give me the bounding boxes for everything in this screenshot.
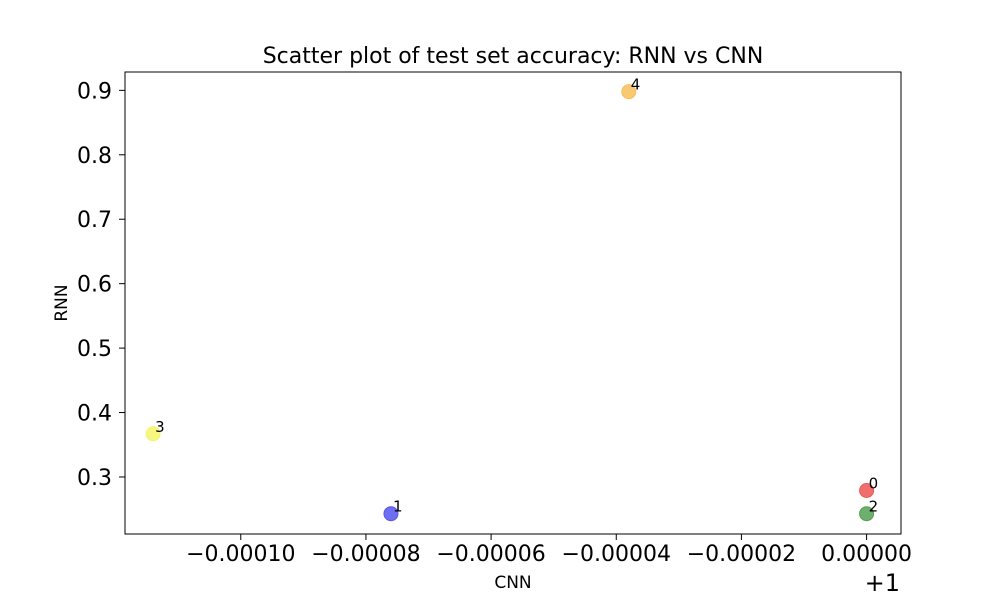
- y-axis-label: RNN: [52, 284, 72, 321]
- data-point-label: 1: [393, 498, 403, 516]
- x-tick-label: −0.00006: [436, 542, 545, 567]
- y-tick-label: 0.7: [77, 208, 112, 233]
- data-point-label: 2: [869, 498, 879, 516]
- data-point-label: 4: [631, 76, 641, 94]
- x-tick-label: −0.00008: [311, 542, 420, 567]
- data-point-0: [859, 483, 875, 499]
- data-point-4: [621, 84, 637, 100]
- x-axis-offset-label: +1: [865, 569, 900, 597]
- x-tick-label: −0.00004: [562, 542, 671, 567]
- y-tick-label: 0.8: [77, 144, 112, 169]
- y-tick-label: 0.5: [77, 337, 112, 362]
- x-axis-label: CNN: [494, 573, 531, 593]
- y-tick-label: 0.4: [77, 402, 112, 427]
- y-tick-label: 0.9: [77, 79, 112, 104]
- x-tick-label: −0.00010: [186, 542, 295, 567]
- data-point-2: [859, 506, 875, 522]
- y-axis-ticks: 0.3 0.4 0.5 0.6 0.7 0.8 0.9: [77, 79, 125, 491]
- y-tick-label: 0.3: [77, 466, 112, 491]
- chart-title: Scatter plot of test set accuracy: RNN v…: [263, 44, 764, 69]
- data-point-3: [145, 426, 161, 442]
- x-axis-ticks: −0.00010 −0.00008 −0.00006 −0.00004 −0.00002…: [186, 534, 912, 567]
- x-tick-label: −0.00002: [687, 542, 796, 567]
- y-tick-label: 0.6: [77, 273, 112, 298]
- data-point-label: 3: [155, 418, 165, 436]
- data-points: 0 1 2 3 4: [145, 76, 879, 522]
- data-point-label: 0: [869, 475, 879, 493]
- data-point-1: [383, 506, 399, 522]
- plot-area: [124, 71, 902, 535]
- x-tick-label: 0.00000: [821, 542, 912, 567]
